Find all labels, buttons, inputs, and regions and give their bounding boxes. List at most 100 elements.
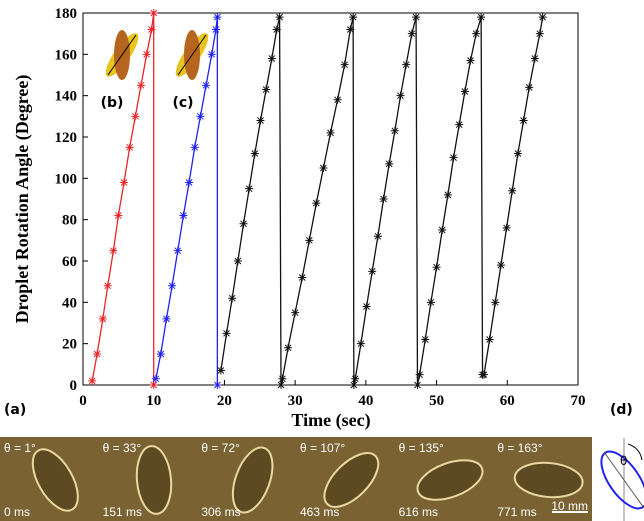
- marker: [535, 29, 544, 38]
- panel-label: (a): [4, 402, 26, 418]
- marker: [151, 374, 160, 383]
- marker: [373, 232, 382, 241]
- marker: [173, 246, 182, 255]
- marker: [525, 83, 534, 92]
- frame-angle: θ = 163°: [497, 441, 542, 455]
- x-axis-title: Time (sec): [291, 410, 370, 431]
- marker: [131, 112, 140, 121]
- marker: [228, 294, 237, 303]
- marker: [319, 164, 328, 172]
- x-tick-label: 40: [358, 393, 373, 409]
- marker: [496, 261, 505, 270]
- image-strip: θ = 1° 0 ms θ = 33° 151 ms θ = 72° 306 ms θ = …: [0, 437, 592, 521]
- marker: [211, 25, 220, 34]
- marker: [277, 381, 285, 389]
- marker: [120, 178, 129, 187]
- marker: [156, 350, 165, 358]
- marker: [267, 54, 276, 63]
- marker: [502, 223, 511, 232]
- marker: [402, 60, 411, 69]
- marker: [466, 56, 475, 65]
- frame-time: 771 ms: [497, 505, 536, 519]
- marker: [239, 219, 248, 228]
- series-line: [155, 17, 219, 385]
- marker: [346, 25, 355, 34]
- panel-label: (d): [610, 402, 633, 418]
- scale-bar-label: 10 mm: [551, 499, 588, 513]
- plot: 0 10 20 30 40 50 60 70 0 20 40 60 80 100 120 140 160 180: [55, 6, 586, 409]
- marker: [460, 87, 469, 96]
- droplet: [416, 459, 484, 501]
- marker: [213, 13, 222, 22]
- droplet: [323, 452, 380, 508]
- droplet: [135, 445, 173, 515]
- y-tick-label: 120: [55, 130, 78, 146]
- y-tick-label: 20: [62, 337, 77, 353]
- marker: [415, 370, 424, 379]
- marker: [103, 281, 112, 290]
- marker: [179, 211, 188, 220]
- marker: [93, 350, 102, 358]
- series-line: [220, 16, 544, 386]
- marker: [479, 370, 488, 379]
- droplet: [513, 461, 584, 499]
- frame-angle: θ = 72°: [201, 441, 240, 455]
- marker: [168, 281, 177, 290]
- marker: [396, 91, 405, 100]
- marker: [142, 50, 151, 59]
- marker: [349, 13, 358, 22]
- marker: [213, 381, 222, 389]
- frame-time: 463 ms: [300, 505, 339, 519]
- marker: [125, 143, 134, 152]
- y-tick-label: 160: [55, 47, 78, 63]
- plot-frame: [82, 12, 579, 386]
- marker: [333, 95, 342, 104]
- frame-angle: θ = 107°: [300, 441, 345, 455]
- marker: [222, 329, 231, 338]
- frame-time: 0 ms: [4, 505, 30, 519]
- panel-d: θ: [600, 438, 644, 521]
- marker: [368, 267, 377, 276]
- inset-b: [105, 30, 139, 80]
- marker: [349, 381, 358, 389]
- marker: [438, 226, 447, 234]
- marker: [477, 13, 486, 22]
- x-tick-label: 60: [500, 393, 515, 409]
- marker: [379, 195, 388, 203]
- marker: [362, 302, 371, 311]
- marker: [351, 374, 360, 383]
- marker: [421, 335, 430, 344]
- marker: [196, 112, 205, 121]
- marker: [356, 339, 365, 348]
- marker: [413, 381, 422, 389]
- marker: [485, 335, 494, 344]
- x-tick-label: 20: [217, 393, 232, 409]
- x-tick-label: 30: [288, 393, 303, 409]
- marker: [426, 298, 435, 307]
- strip-background: [0, 437, 592, 521]
- inset-c: [175, 30, 209, 80]
- marker: [340, 60, 349, 69]
- marker: [256, 116, 265, 125]
- marker: [298, 273, 307, 282]
- x-tick-label: 0: [79, 393, 87, 409]
- marker: [412, 13, 421, 22]
- frame-angle: θ = 135°: [399, 441, 444, 455]
- marker: [472, 29, 481, 38]
- marker: [455, 120, 464, 129]
- marker: [385, 159, 394, 168]
- y-tick-label: 80: [62, 213, 77, 229]
- marker: [519, 116, 528, 125]
- marker: [312, 199, 321, 208]
- marker: [149, 381, 158, 389]
- marker: [147, 25, 156, 34]
- marker: [390, 126, 399, 135]
- frame-angle: θ = 33°: [103, 441, 142, 455]
- marker: [233, 257, 242, 265]
- marker: [508, 186, 517, 195]
- marker: [216, 366, 225, 375]
- marker: [326, 128, 335, 137]
- marker: [149, 9, 158, 17]
- frame-time: 616 ms: [399, 505, 438, 519]
